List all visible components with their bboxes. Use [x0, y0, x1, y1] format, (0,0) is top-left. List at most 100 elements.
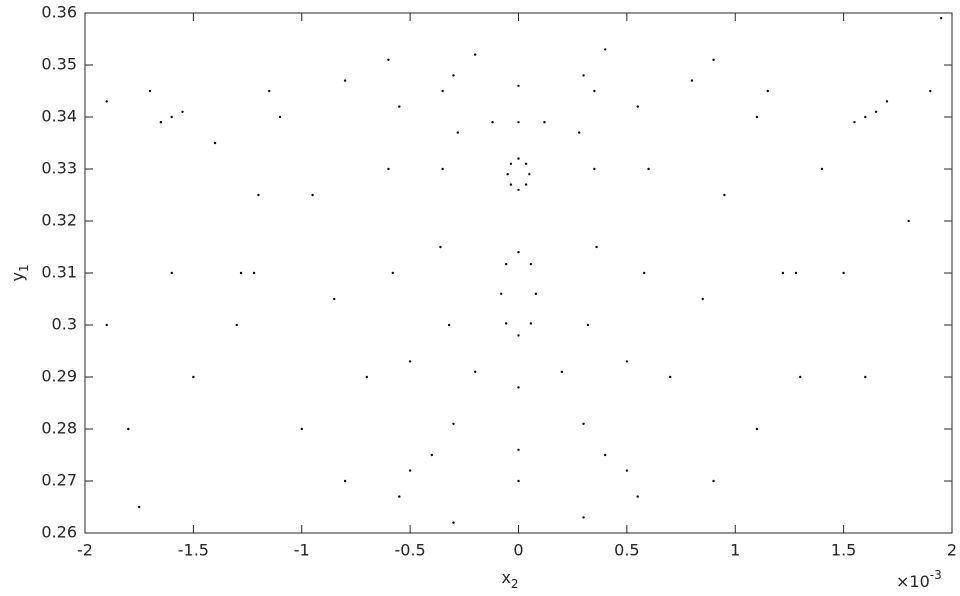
point	[499, 292, 503, 295]
point	[712, 58, 715, 61]
point	[517, 157, 520, 160]
point	[636, 495, 639, 498]
point	[517, 121, 520, 124]
point	[582, 422, 585, 425]
point	[509, 183, 513, 186]
point	[939, 17, 943, 20]
point	[529, 262, 533, 266]
point	[643, 271, 646, 275]
x-tick-label: 1.5	[831, 541, 856, 560]
point	[799, 375, 802, 379]
y-tick-label: 0.33	[41, 159, 77, 178]
point	[159, 121, 163, 124]
point	[300, 427, 303, 431]
point	[625, 360, 629, 363]
point	[755, 115, 759, 119]
point	[408, 360, 412, 363]
point	[473, 53, 477, 56]
point	[439, 245, 442, 249]
point	[278, 115, 282, 119]
point	[586, 323, 590, 327]
point	[343, 79, 347, 82]
point	[577, 131, 581, 134]
point	[430, 453, 433, 457]
point	[257, 193, 260, 197]
point	[543, 121, 546, 124]
point	[192, 375, 195, 379]
point	[582, 516, 585, 519]
x-tick-label: -0.5	[395, 541, 426, 560]
point	[647, 167, 650, 171]
point	[517, 479, 520, 483]
y-tick-label: 0.32	[41, 211, 77, 230]
point	[582, 74, 585, 77]
point	[517, 386, 520, 389]
point	[391, 271, 394, 275]
x-tick-label: 1	[730, 541, 740, 560]
point	[669, 375, 672, 379]
y-tick-label: 0.31	[41, 263, 77, 282]
x-tick-label: 2	[947, 541, 957, 560]
point	[604, 48, 607, 51]
point	[517, 251, 520, 254]
point	[907, 219, 910, 223]
point	[491, 121, 494, 124]
point	[517, 448, 520, 451]
y-tick-label: 0.35	[41, 55, 77, 74]
point	[534, 292, 538, 295]
point	[105, 100, 108, 103]
x-tick-label: 0	[513, 541, 523, 560]
point	[593, 89, 596, 93]
point	[529, 322, 533, 325]
point	[517, 84, 520, 88]
point	[524, 162, 528, 165]
point	[885, 100, 889, 103]
plot-frame	[84, 12, 953, 534]
point	[864, 375, 867, 379]
point	[723, 193, 726, 197]
y-tick-label: 0.29	[41, 367, 77, 386]
point	[235, 323, 238, 327]
point	[853, 121, 856, 124]
point	[517, 188, 520, 191]
point	[874, 110, 878, 114]
point	[524, 183, 528, 186]
x-tick-label: -1	[294, 541, 310, 560]
y-tick-label: 0.34	[41, 107, 77, 126]
point	[690, 79, 694, 82]
point	[398, 495, 401, 498]
point	[781, 271, 785, 275]
point	[864, 115, 867, 119]
point	[625, 469, 629, 472]
x-tick-label: 0.5	[614, 541, 639, 560]
y-tick-label: 0.27	[41, 471, 77, 490]
point	[170, 115, 173, 119]
point	[517, 334, 520, 337]
point	[137, 505, 141, 509]
point	[333, 297, 336, 301]
y-tick-label: 0.36	[41, 3, 77, 22]
point	[105, 323, 108, 327]
point	[239, 271, 243, 275]
point	[387, 58, 390, 61]
point	[452, 74, 455, 77]
point	[593, 167, 596, 171]
point	[504, 262, 508, 266]
point	[794, 271, 798, 275]
x-multiplier: ×10-3	[896, 568, 942, 591]
point	[504, 322, 508, 325]
point	[268, 89, 271, 93]
y-tick-label: 0.28	[41, 419, 77, 438]
point	[181, 110, 184, 114]
point	[170, 271, 173, 275]
point	[509, 162, 513, 165]
point	[365, 375, 368, 379]
point	[447, 323, 451, 327]
point	[452, 521, 455, 524]
point	[148, 89, 152, 93]
point	[506, 173, 509, 176]
point	[452, 422, 455, 425]
point	[929, 89, 932, 93]
point	[842, 271, 845, 275]
